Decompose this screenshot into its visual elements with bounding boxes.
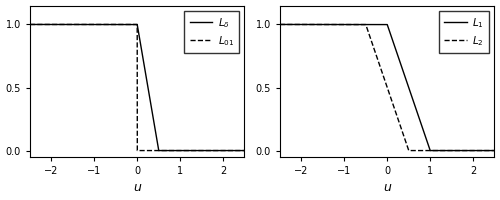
$L_2$ <box>436 149 442 152</box>
$L_2$ <box>328 23 334 26</box>
$L_\delta$ <box>156 149 162 152</box>
$L_\delta$ <box>27 23 33 26</box>
$L_{01}$ <box>78 23 84 26</box>
$L_1$ <box>292 23 298 26</box>
$L_1$ <box>277 23 283 26</box>
X-axis label: u: u <box>384 181 391 194</box>
$L_2$ <box>406 149 412 152</box>
$L_\delta$ <box>242 149 248 152</box>
Line: $L_\delta$: $L_\delta$ <box>30 24 244 151</box>
Legend: $L_\delta$, $L_{01}$: $L_\delta$, $L_{01}$ <box>184 11 239 53</box>
$L_1$ <box>406 88 412 90</box>
$L_1$ <box>328 23 334 26</box>
$L_2$ <box>292 23 298 26</box>
$L_{01}$ <box>186 149 192 152</box>
Line: $L_2$: $L_2$ <box>280 24 494 151</box>
$L_2$ <box>277 23 283 26</box>
$L_{01}$ <box>109 23 115 26</box>
X-axis label: u: u <box>134 181 141 194</box>
$L_1$ <box>436 149 442 152</box>
$L_\delta$ <box>109 23 115 26</box>
$L_{01}$ <box>42 23 48 26</box>
$L_\delta$ <box>156 149 162 152</box>
$L_\delta$ <box>78 23 84 26</box>
Line: $L_1$: $L_1$ <box>280 24 494 151</box>
$L_1$ <box>427 149 433 152</box>
Legend: $L_1$, $L_2$: $L_1$, $L_2$ <box>439 11 489 53</box>
$L_2$ <box>394 113 400 116</box>
$L_\delta$ <box>42 23 48 26</box>
Line: $L_{01}$: $L_{01}$ <box>30 24 244 151</box>
$L_{01}$ <box>156 149 162 152</box>
$L_{01}$ <box>144 149 150 152</box>
$L_2$ <box>359 23 365 26</box>
$L_\delta$ <box>144 77 150 79</box>
$L_\delta$ <box>186 149 192 152</box>
$L_1$ <box>359 23 365 26</box>
$L_{01}$ <box>27 23 33 26</box>
$L_1$ <box>492 149 498 152</box>
$L_{01}$ <box>242 149 248 152</box>
$L_1$ <box>394 50 400 52</box>
$L_2$ <box>492 149 498 152</box>
$L_2$ <box>406 149 411 152</box>
$L_{01}$ <box>134 149 140 152</box>
